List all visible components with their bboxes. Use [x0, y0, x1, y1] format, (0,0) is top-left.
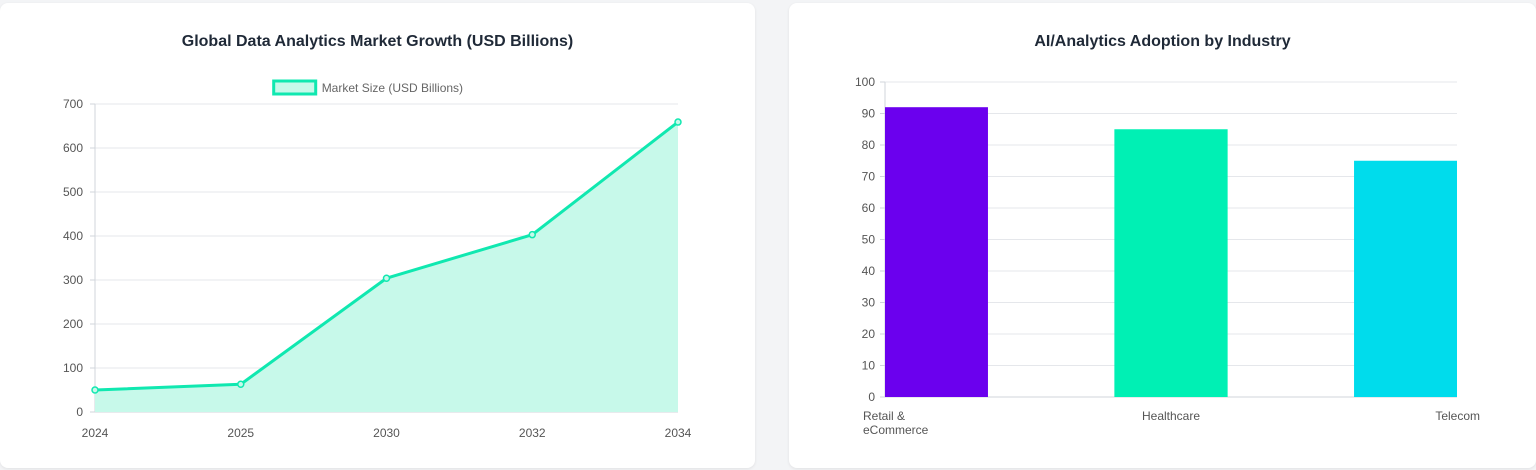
x-label-line: eCommerce [863, 423, 929, 437]
x-tick-label: 2024 [82, 426, 109, 440]
y-tick-label: 500 [63, 185, 83, 199]
market-growth-card: Global Data Analytics Market Growth (USD… [0, 3, 755, 468]
y-tick-label: 0 [76, 405, 83, 419]
y-tick-label: 50 [862, 233, 876, 247]
x-tick-label: 2030 [373, 426, 400, 440]
y-tick-label: 200 [63, 317, 83, 331]
y-tick-label: 30 [862, 296, 876, 310]
data-point [528, 230, 536, 239]
market-growth-chart: 0 100 200 300 400 500 600 700 2024 2025 2030 2032 20… [63, 79, 692, 440]
y-tick-label: 70 [862, 170, 876, 184]
x-label-healthcare: Healthcare [1142, 409, 1200, 423]
y-tick-label: 600 [63, 141, 83, 155]
y-tick-label: 40 [862, 264, 876, 278]
x-tick-label: 2034 [665, 426, 692, 440]
series-area [95, 122, 678, 412]
y-tick-label: 20 [862, 327, 876, 341]
y-tick-label: 0 [868, 390, 875, 404]
y-tick-label: 100 [855, 75, 875, 89]
x-label-line: Telecom [1435, 409, 1480, 423]
y-tick-label: 700 [63, 97, 83, 111]
y-tick-label: 400 [63, 229, 83, 243]
x-label-line: Retail & [863, 409, 905, 423]
x-tick-label: 2025 [227, 426, 254, 440]
y-tick-label: 10 [862, 359, 876, 373]
bar-retail-ecommerce [885, 107, 988, 397]
x-label-line: Healthcare [1142, 409, 1200, 423]
y-tick-label: 60 [862, 201, 876, 215]
x-label-retail-ecommerce: Retail & eCommerce [863, 409, 929, 437]
x-tick-label: 2032 [519, 426, 546, 440]
industry-adoption-chart: 0 10 20 30 40 50 60 70 80 90 100 Retail & eCommerce H… [855, 75, 1480, 437]
data-point [382, 274, 391, 282]
data-point [237, 380, 245, 389]
y-tick-label: 300 [63, 273, 83, 287]
industry-adoption-card: AI/Analytics Adoption by Industry 0 10 20 3… [789, 3, 1536, 468]
data-point [91, 386, 99, 394]
y-tick-label: 90 [862, 107, 876, 121]
x-label-telecom: Telecom [1435, 409, 1480, 423]
legend-label: Market Size (USD Billions) [322, 81, 463, 95]
legend-swatch [272, 79, 318, 96]
y-tick-label: 80 [862, 138, 876, 152]
bar-telecom [1354, 160, 1457, 397]
line-chart-title: Global Data Analytics Market Growth (USD… [181, 33, 574, 50]
bar-healthcare [1114, 129, 1228, 397]
bar-chart-title: AI/Analytics Adoption by Industry [1034, 33, 1291, 50]
data-point [674, 118, 682, 126]
y-tick-label: 100 [63, 361, 83, 375]
